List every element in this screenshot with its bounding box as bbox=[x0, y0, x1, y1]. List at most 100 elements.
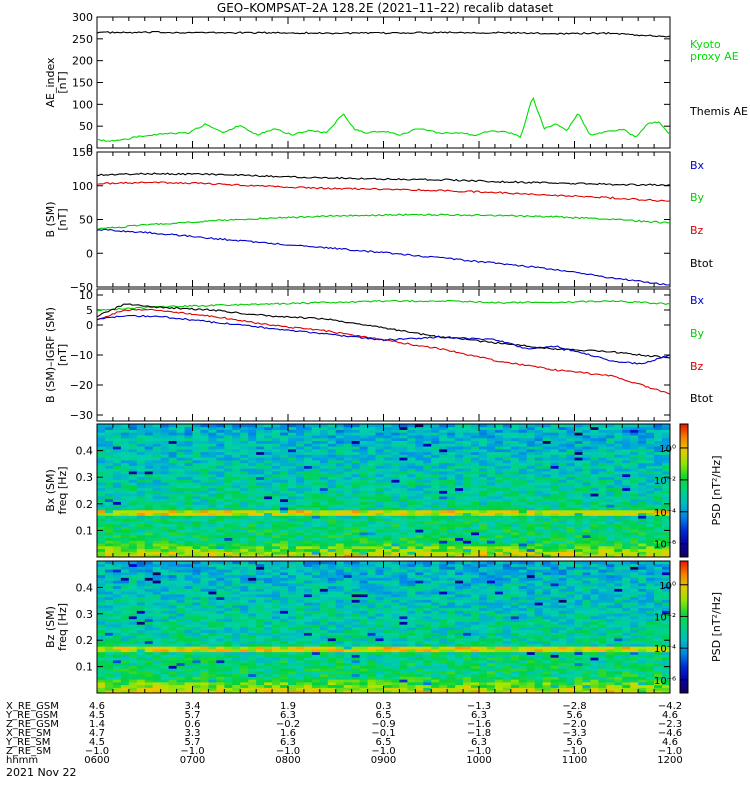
spectrogram-cell bbox=[447, 496, 456, 500]
spectrogram-cell bbox=[463, 484, 472, 489]
spectrogram-cell bbox=[630, 460, 639, 464]
spectrogram-cell bbox=[343, 426, 353, 430]
spectrogram-cell bbox=[112, 532, 122, 536]
spectrogram-cell bbox=[566, 537, 575, 541]
spectrogram-cell bbox=[160, 690, 170, 694]
spectrogram-cell bbox=[240, 518, 249, 522]
spectrogram-cell bbox=[144, 665, 154, 669]
spectrogram-cell bbox=[280, 684, 289, 688]
spectrogram-cell bbox=[359, 545, 368, 550]
spectrogram-cell bbox=[97, 638, 106, 642]
spectrogram-cell bbox=[136, 462, 146, 466]
spectrogram-cell bbox=[176, 451, 185, 455]
spectrogram-cell bbox=[542, 446, 552, 450]
spectrogram-cell bbox=[152, 602, 162, 606]
spectrogram-cell bbox=[502, 460, 512, 464]
spectrogram-cell bbox=[614, 490, 623, 494]
spectrogram-cell bbox=[280, 523, 289, 527]
spectrogram-cell bbox=[319, 518, 329, 522]
spectrogram-cell bbox=[224, 554, 233, 558]
spectrogram-cell bbox=[208, 443, 217, 447]
spectrogram-cell bbox=[622, 457, 631, 461]
spectrogram-cell bbox=[224, 610, 233, 614]
spectrogram-cell bbox=[192, 482, 201, 486]
spectrogram-cell bbox=[208, 566, 217, 570]
spectrogram-cell bbox=[200, 529, 209, 533]
spectrogram-cell bbox=[463, 429, 472, 433]
spectrogram-cell bbox=[120, 540, 130, 544]
spectrogram-cell bbox=[311, 465, 321, 469]
spectrogram-cell bbox=[662, 487, 671, 491]
spectrogram-cell bbox=[160, 551, 170, 555]
spectrogram-cell bbox=[375, 440, 384, 444]
spectrogram-cell bbox=[184, 577, 193, 581]
spectrogram-cell bbox=[447, 446, 456, 450]
spectrogram-cell bbox=[168, 580, 177, 584]
spectrogram-cell bbox=[192, 610, 201, 614]
spectrogram-cell bbox=[176, 501, 185, 505]
legend-entry: Bx bbox=[690, 294, 705, 307]
spectrogram-cell bbox=[224, 563, 233, 567]
spectrogram-cell bbox=[216, 543, 225, 547]
spectrogram-cell bbox=[264, 432, 273, 436]
spectrogram-cell bbox=[168, 471, 177, 475]
spectrogram-cell bbox=[399, 532, 408, 536]
spectrogram-cell bbox=[168, 443, 177, 447]
spectrogram-cell bbox=[638, 476, 647, 480]
spectrogram-cell bbox=[582, 534, 591, 538]
spectrogram-cell bbox=[128, 640, 138, 644]
spectrogram-cell bbox=[168, 673, 177, 677]
spectrogram-cell bbox=[168, 496, 177, 500]
spectrogram-cell bbox=[534, 504, 544, 508]
spectrogram-cell bbox=[622, 443, 631, 447]
spectrogram-cell bbox=[311, 435, 321, 439]
spectrogram-cell bbox=[638, 448, 647, 453]
spectrogram-cell bbox=[280, 671, 289, 675]
spectrogram-cell bbox=[399, 504, 408, 508]
spectrogram-cell bbox=[303, 551, 313, 555]
spectrogram-cell bbox=[463, 490, 472, 494]
spectrogram-cell bbox=[264, 561, 273, 565]
spectrogram-cell bbox=[200, 437, 209, 442]
spectrogram-cell bbox=[383, 545, 392, 550]
spectrogram-cell bbox=[144, 473, 154, 478]
spectrogram-cell bbox=[192, 574, 201, 578]
spectrogram-cell bbox=[630, 471, 639, 475]
spectrogram-cell bbox=[176, 591, 185, 595]
spectrogram-cell bbox=[272, 537, 281, 541]
spectrogram-cell bbox=[383, 512, 392, 516]
spectrogram-cell bbox=[502, 540, 512, 544]
spectrogram-cell bbox=[216, 599, 225, 603]
spectrogram-cell bbox=[550, 551, 559, 555]
spectrogram-cell bbox=[208, 640, 217, 644]
spectrogram-cell bbox=[502, 529, 512, 533]
spectrogram-cell bbox=[383, 479, 392, 483]
spectrogram-cell bbox=[534, 443, 544, 447]
spectrogram-cell bbox=[343, 429, 353, 433]
spectrogram-cell bbox=[200, 635, 209, 639]
spectrogram-cell bbox=[542, 551, 552, 555]
spectrogram-cell bbox=[479, 512, 488, 516]
spectrogram-cell bbox=[144, 432, 154, 436]
spectrogram-cell bbox=[303, 462, 313, 466]
spectrogram-cell bbox=[638, 523, 647, 527]
spectrogram-cell bbox=[240, 554, 249, 558]
spectrogram-cell bbox=[224, 435, 233, 439]
spectrogram-cell bbox=[335, 512, 345, 516]
spectrogram-cell bbox=[256, 515, 265, 519]
spectrogram-cell bbox=[646, 523, 655, 527]
spectrogram-cell bbox=[542, 523, 552, 527]
spectrogram-cell bbox=[494, 468, 504, 472]
spectrogram-cell bbox=[272, 596, 281, 600]
spectrogram-cell bbox=[630, 540, 639, 544]
spectrogram-cell bbox=[471, 473, 480, 478]
spectrogram-cell bbox=[104, 448, 114, 453]
spectrogram-cell bbox=[566, 512, 575, 516]
spectrogram-cell bbox=[391, 515, 400, 519]
spectrogram-cell bbox=[574, 507, 583, 511]
spectrogram-cell bbox=[343, 526, 353, 530]
spectrogram-cell bbox=[272, 548, 281, 552]
spectrogram-cell bbox=[104, 610, 114, 614]
spectrogram-cell bbox=[184, 507, 193, 511]
spectrogram-cell bbox=[144, 635, 154, 639]
